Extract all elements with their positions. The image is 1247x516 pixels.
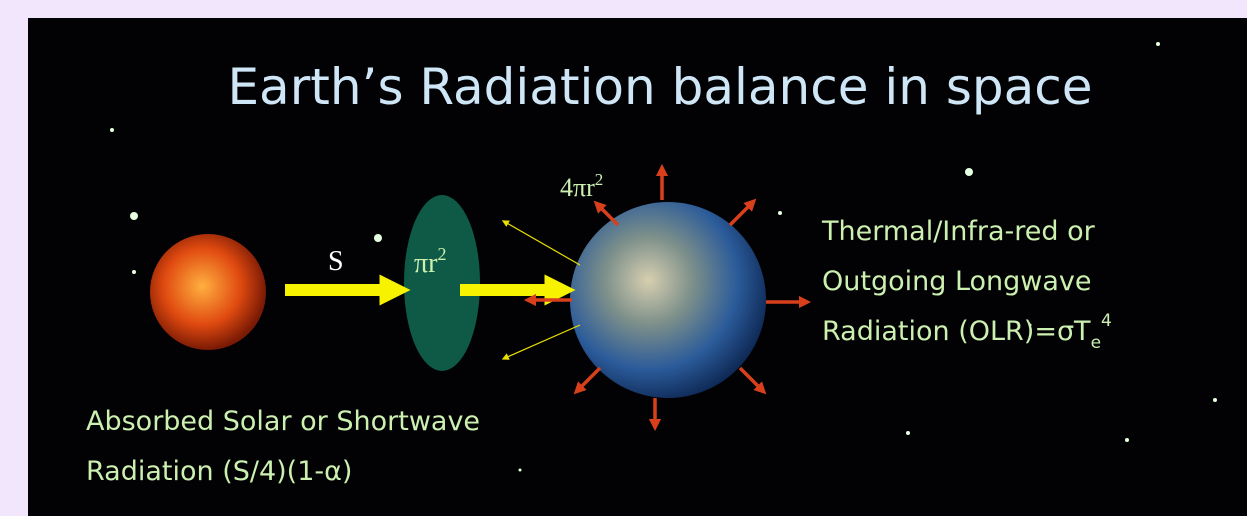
base: πr [414,248,438,279]
arrow [593,200,620,227]
solar-flux-label: S [328,246,344,277]
subscript: e [1091,333,1101,353]
absorbed-line: Absorbed Solar or Shortwave [86,406,480,437]
star [110,128,114,132]
sphere-area-label: 4πr2 [560,170,603,202]
star [374,234,382,242]
star [906,431,910,435]
stars [110,42,1217,472]
arrow [738,366,767,395]
star [1125,438,1129,442]
olr-line: Outgoing Longwave [822,266,1092,297]
arrow [501,220,581,266]
star [1156,42,1160,46]
reflected-arrows [501,220,581,360]
olr-line: Radiation (OLR)=σTe4 [822,311,1112,353]
star [778,211,782,215]
superscript: 4 [1101,311,1112,331]
star [1213,398,1217,402]
disk [404,195,480,371]
star [132,270,136,274]
star [518,468,522,472]
absorbed-label: Absorbed Solar or Shortwave Radiation (S… [86,406,480,487]
star [130,212,138,220]
olr-line: Thermal/Infra-red or [821,216,1096,247]
olr-text: Radiation (OLR)=σT [822,316,1091,347]
earth [570,202,766,398]
star [1028,323,1032,327]
disk-area-label: πr2 [414,244,446,279]
arrow [501,324,581,360]
exponent: 2 [437,244,446,264]
sun [150,234,266,350]
olr-arrows [523,163,812,432]
exponent: 2 [595,170,604,189]
olr-label: Thermal/Infra-red or Outgoing Longwave R… [821,216,1112,353]
absorbed-line: Radiation (S/4)(1-α) [86,456,352,487]
arrow [728,198,757,227]
base: 4πr [560,173,595,202]
title: Earth’s Radiation balance in space [227,58,1092,116]
arrow [573,366,602,395]
star [965,168,973,176]
